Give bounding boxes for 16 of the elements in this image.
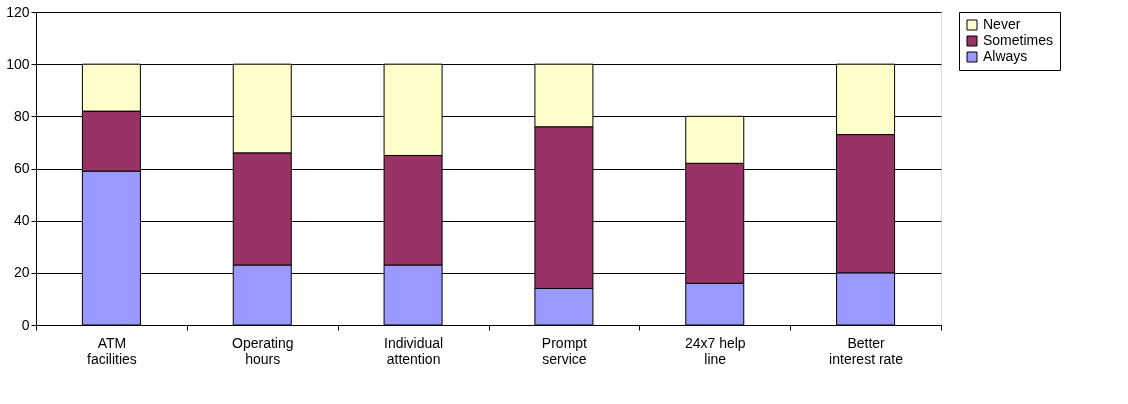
legend-label: Sometimes: [983, 32, 1054, 48]
x-tick-label: Better interest rate: [829, 334, 904, 367]
legend-label: Never: [983, 16, 1021, 32]
legend-label: Always: [983, 48, 1028, 64]
y-tick-label: 0: [21, 316, 30, 333]
x-tick-label: Individual attention: [384, 334, 444, 367]
y-tick-label: 120: [6, 3, 30, 20]
x-tick-label: Prompt service: [541, 334, 588, 367]
y-tick-label: 20: [13, 264, 30, 281]
y-tick-label: 40: [13, 212, 30, 229]
x-tick-label: Operating hours: [232, 334, 294, 367]
y-tick-label: 60: [13, 160, 30, 176]
x-tick-label: 24x7 help line: [684, 334, 746, 367]
y-tick-label: 100: [6, 55, 30, 72]
y-tick-label: 80: [13, 107, 30, 124]
x-tick-label: ATM facilities: [87, 334, 137, 367]
